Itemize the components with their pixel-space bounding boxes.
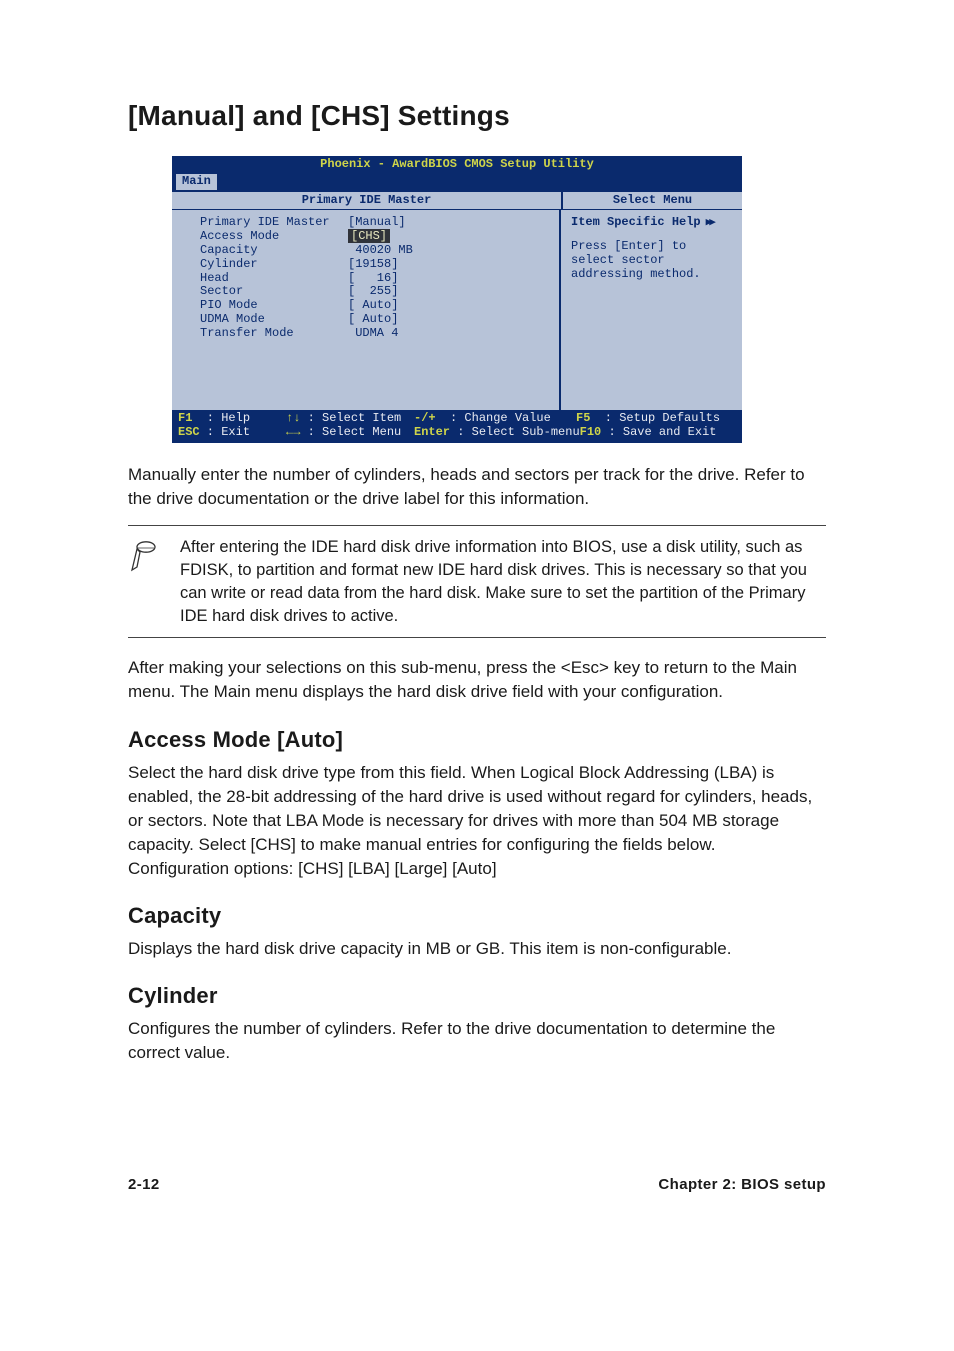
bios-setting-label: Head [200,272,348,286]
bios-setting-row: PIO Mode[ Auto] [200,299,551,313]
key-f5: F5 [576,411,590,425]
footer-page-number: 2-12 [128,1176,160,1193]
heading-capacity: Capacity [128,903,826,929]
bios-setting-row: Primary IDE Master[Manual] [200,216,551,230]
page-title: [Manual] and [CHS] Settings [128,100,826,132]
key-f5-label: Setup Defaults [619,411,720,425]
bios-setting-row: Head[ 16] [200,272,551,286]
paragraph-manual: Manually enter the number of cylinders, … [128,463,826,511]
bios-setting-value: [ Auto] [348,299,551,313]
bios-setting-value: [ 255] [348,285,551,299]
key-f1-label: Help [221,411,250,425]
bios-setting-label: Sector [200,285,348,299]
bios-settings-panel: Primary IDE Master[Manual]Access Mode[CH… [172,210,561,410]
bios-panel-title-right: Select Menu [563,192,742,210]
footer-chapter: Chapter 2: BIOS setup [658,1176,826,1193]
bios-help-panel: Item Specific Help ▶▶ Press [Enter] to s… [561,210,742,410]
bios-setting-label: Primary IDE Master [200,216,348,230]
bios-screenshot: Phoenix - AwardBIOS CMOS Setup Utility M… [172,156,826,443]
key-leftright: ←→ [286,425,300,439]
bios-setting-row: Capacity 40020 MB [200,244,551,258]
key-updown-label: Select Item [322,411,401,425]
key-plusminus-label: Change Value [464,411,550,425]
key-leftright-label: Select Menu [322,425,401,439]
bios-setting-value: [CHS] [348,230,551,244]
key-f1: F1 [178,411,192,425]
key-updown: ↑↓ [286,411,300,425]
bios-help-title: Item Specific Help [571,216,701,230]
bios-footer-keys: F1 : Help ↑↓ : Select Item -/+ : Change … [172,410,742,443]
bios-setting-row: Transfer Mode UDMA 4 [200,327,551,341]
note-icon [128,536,158,627]
paragraph-after: After making your selections on this sub… [128,656,826,704]
note-block: After entering the IDE hard disk drive i… [128,525,826,638]
bios-setting-label: Transfer Mode [200,327,348,341]
bios-panel-title-left: Primary IDE Master [172,192,563,210]
bios-setting-label: Capacity [200,244,348,258]
paragraph-capacity: Displays the hard disk drive capacity in… [128,937,826,961]
play-arrows-icon: ▶▶ [706,217,713,230]
bios-help-text: Press [Enter] to select sector addressin… [571,240,734,281]
bios-setting-row: Cylinder[19158] [200,258,551,272]
bios-setting-value: [19158] [348,258,551,272]
bios-setting-label: UDMA Mode [200,313,348,327]
key-esc: ESC [178,425,200,439]
bios-setting-row: Access Mode[CHS] [200,230,551,244]
key-enter-label: Select Sub-menu [472,425,580,439]
bios-setting-value: [ Auto] [348,313,551,327]
key-esc-label: Exit [221,425,250,439]
paragraph-access-config: Configuration options: [CHS] [LBA] [Larg… [128,857,826,881]
bios-setting-value: 40020 MB [348,244,551,258]
key-enter: Enter [414,425,450,439]
bios-setting-value: UDMA 4 [348,327,551,341]
page-footer: 2-12 Chapter 2: BIOS setup [0,1116,954,1233]
key-plusminus: -/+ [414,411,436,425]
key-f10: F10 [580,425,602,439]
bios-tab-main: Main [176,174,217,190]
heading-access-mode: Access Mode [Auto] [128,727,826,753]
bios-setting-row: UDMA Mode[ Auto] [200,313,551,327]
paragraph-cylinder: Configures the number of cylinders. Refe… [128,1017,826,1065]
bios-banner: Phoenix - AwardBIOS CMOS Setup Utility [172,156,742,173]
bios-setting-label: Access Mode [200,230,348,244]
heading-cylinder: Cylinder [128,983,826,1009]
bios-setting-row: Sector[ 255] [200,285,551,299]
key-f10-label: Save and Exit [623,425,717,439]
bios-tabs: Main [172,173,742,191]
bios-setting-label: PIO Mode [200,299,348,313]
bios-setting-label: Cylinder [200,258,348,272]
bios-setting-value: [Manual] [348,216,551,230]
bios-setting-value: [ 16] [348,272,551,286]
paragraph-access-mode: Select the hard disk drive type from thi… [128,761,826,858]
note-text: After entering the IDE hard disk drive i… [180,536,826,627]
